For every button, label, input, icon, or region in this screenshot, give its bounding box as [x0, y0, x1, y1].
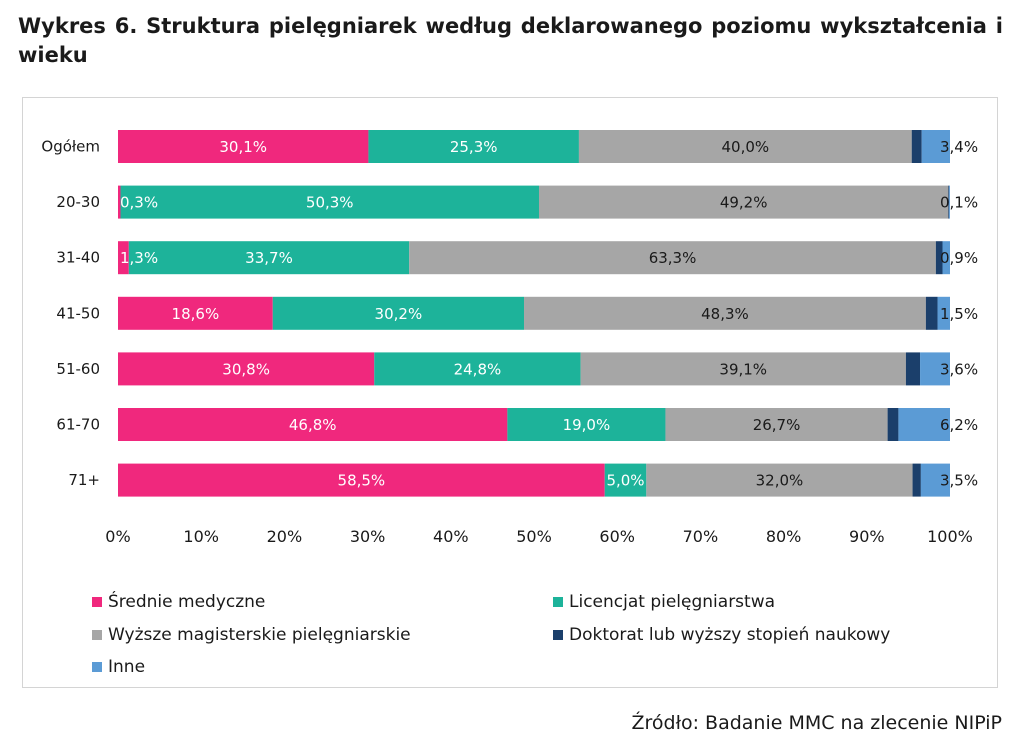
data-label: 19,0% [563, 416, 611, 434]
legend-swatch [92, 662, 102, 672]
data-label: 48,3% [701, 305, 749, 323]
chart-frame [22, 97, 998, 688]
data-label: 50,3% [306, 194, 354, 212]
bar-segment [937, 296, 950, 330]
bar-segment [128, 241, 410, 275]
bar-segment [898, 408, 950, 441]
x-tick-label: 20% [267, 527, 303, 546]
data-label: 24,8% [454, 360, 502, 378]
data-label: 0,3% [120, 194, 158, 212]
legend-label: Licencjat pielęgniarstwa [569, 592, 775, 612]
bar-segment [935, 241, 943, 275]
source-note: Źródło: Badanie MMC na zlecenie NIPiP [631, 712, 1002, 734]
x-tick-label: 10% [183, 527, 219, 546]
bar-segment [118, 296, 273, 330]
category-label: 31-40 [56, 249, 100, 267]
bar-segment [665, 408, 888, 441]
data-label: 30,8% [222, 360, 270, 378]
bar-segment [118, 130, 369, 163]
category-label: 51-60 [56, 360, 100, 378]
data-label: 5,0% [606, 472, 644, 490]
data-label: 63,3% [649, 249, 697, 267]
data-label: 39,1% [719, 360, 767, 378]
data-label: 46,8% [289, 416, 337, 434]
bar-segment [604, 463, 647, 497]
chart-title: Wykres 6. Struktura pielęgniarek według … [18, 14, 1003, 67]
bar-segment [578, 130, 912, 163]
bar-segment [580, 352, 906, 386]
bar-segment [118, 241, 129, 275]
data-label: 58,5% [338, 472, 386, 490]
legend-label: Doktorat lub wyższy stopień naukowy [569, 625, 890, 645]
category-label: 20-30 [56, 193, 100, 211]
bar-segment [949, 185, 950, 219]
category-label: 41-50 [56, 304, 100, 322]
legend-label: Średnie medyczne [108, 590, 265, 612]
category-label: Ogółem [41, 138, 100, 156]
bar-segment [120, 185, 539, 219]
legend-swatch [92, 630, 102, 640]
data-label: 32,0% [756, 472, 804, 490]
x-tick-label: 60% [599, 527, 635, 546]
data-label: 18,6% [172, 305, 220, 323]
data-label: 6,2% [940, 416, 978, 434]
legend-label: Inne [108, 657, 145, 677]
category-label: 71+ [68, 471, 100, 489]
bar-segment [538, 185, 949, 219]
bar-segment [374, 352, 581, 386]
bar-segment [920, 352, 950, 386]
bar-segment [921, 130, 950, 163]
x-tick-label: 80% [766, 527, 802, 546]
bar-segment [948, 185, 950, 219]
bar-segment [272, 296, 525, 330]
data-label: 40,0% [721, 138, 769, 156]
data-label: 3,6% [940, 360, 978, 378]
legend-label: Wyższe magisterskie pielęgniarskie [108, 625, 411, 645]
data-label: 1,3% [120, 249, 158, 267]
data-label: 33,7% [245, 249, 293, 267]
legend-swatch [92, 597, 102, 607]
x-tick-label: 40% [433, 527, 469, 546]
bar-segment [409, 241, 936, 275]
legend-swatch [553, 630, 563, 640]
data-label: 0,9% [940, 249, 978, 267]
bar-segment [887, 408, 899, 441]
bar-segment [942, 241, 950, 275]
data-label: 49,2% [720, 194, 768, 212]
bar-segment [920, 463, 950, 497]
data-label: 30,2% [375, 305, 423, 323]
data-label: 1,5% [940, 305, 978, 323]
data-label: 3,5% [940, 472, 978, 490]
bar-segment [118, 352, 375, 386]
bar-segment [118, 463, 605, 497]
legend-swatch [553, 597, 563, 607]
bar-segment [911, 130, 922, 163]
bar-segment [646, 463, 913, 497]
data-label: 0,1% [940, 194, 978, 212]
x-tick-label: 70% [683, 527, 719, 546]
bar-segment [912, 463, 921, 497]
data-label: 30,1% [219, 138, 267, 156]
x-tick-label: 90% [849, 527, 885, 546]
data-label: 3,4% [940, 138, 978, 156]
bar-segment [118, 185, 121, 219]
x-tick-label: 50% [516, 527, 552, 546]
category-label: 61-70 [56, 416, 100, 434]
x-tick-label: 100% [927, 527, 973, 546]
bar-segment [925, 296, 938, 330]
bar-segment [368, 130, 579, 163]
bar-segment [905, 352, 921, 386]
x-tick-label: 30% [350, 527, 386, 546]
x-tick-label: 0% [105, 527, 130, 546]
bar-segment [524, 296, 926, 330]
bar-segment [118, 408, 508, 441]
data-label: 26,7% [753, 416, 801, 434]
bar-segment [507, 408, 666, 441]
data-label: 25,3% [450, 138, 498, 156]
